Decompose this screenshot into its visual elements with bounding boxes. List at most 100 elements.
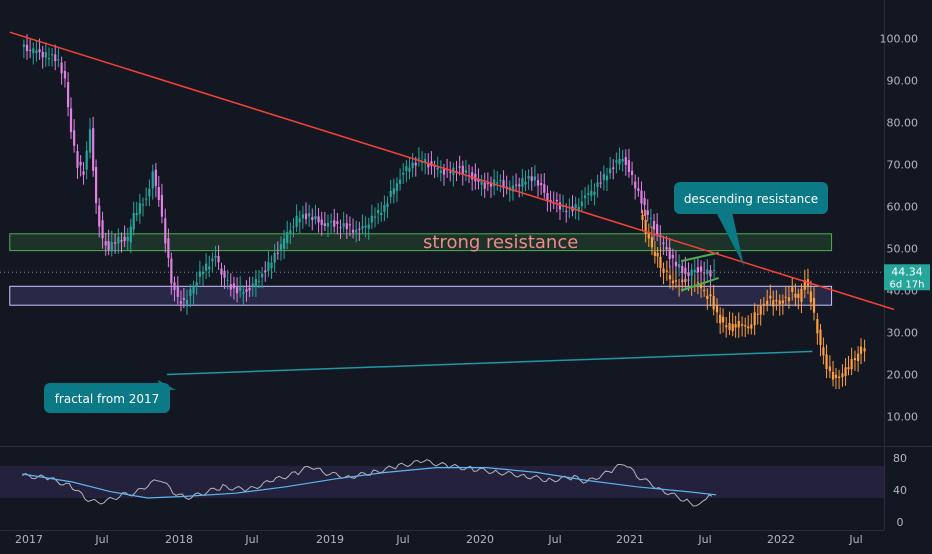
price-candle-candle xyxy=(530,176,533,182)
fractal-bar-candle xyxy=(731,323,734,332)
price-candle-candle xyxy=(141,204,145,206)
fractal-bar-candle xyxy=(747,326,750,329)
price-candle-candle xyxy=(703,272,706,274)
price-candle-candle xyxy=(22,44,25,47)
price-candle-candle xyxy=(164,218,167,244)
price-candle-candle xyxy=(261,273,264,278)
rsi-tick-label: 0 xyxy=(897,516,904,529)
fractal-bar-candle xyxy=(778,300,781,305)
price-candle-candle xyxy=(442,169,446,175)
price-candle-candle xyxy=(599,182,602,184)
support-zone xyxy=(9,285,833,306)
price-candle-candle xyxy=(555,199,558,202)
price-candle-candle xyxy=(132,213,135,230)
price-candle-candle xyxy=(41,51,44,58)
price-candle-candle xyxy=(44,52,47,58)
price-candle-candle xyxy=(226,279,229,281)
price-candle-candle xyxy=(627,160,631,172)
price-candle-candle xyxy=(668,247,671,260)
price-candle-candle xyxy=(411,162,414,168)
price-candle-candle xyxy=(424,159,427,164)
time-tick-label: 2017 xyxy=(15,533,43,546)
price-candle-candle xyxy=(377,209,380,214)
price-candle-candle xyxy=(336,221,339,224)
fractal-bar-candle xyxy=(859,346,863,354)
price-candle-candle xyxy=(295,215,298,227)
fractal-bar-candle xyxy=(762,303,765,305)
current-price-countdown: 6d 17h xyxy=(890,279,925,290)
fractal-trend-line xyxy=(166,350,813,376)
price-candle-candle xyxy=(709,270,712,277)
price-candle-candle xyxy=(339,227,342,229)
price-candle-candle xyxy=(373,216,377,218)
fractal-bar-candle xyxy=(737,320,740,328)
price-candle-candle xyxy=(185,299,189,307)
fractal-bar-candle xyxy=(844,367,847,377)
price-candle-candle xyxy=(29,49,32,51)
price-candle-candle xyxy=(79,161,82,166)
price-candle-candle xyxy=(527,176,530,179)
price-candle-candle xyxy=(662,242,665,244)
price-candle-candle xyxy=(257,281,261,283)
price-candle-candle xyxy=(286,232,289,244)
strong-resistance-zone xyxy=(9,233,833,252)
price-candle-candle xyxy=(687,272,690,276)
price-candle-candle xyxy=(267,261,270,271)
callout-descending-resistance-text: descending resistance xyxy=(684,192,818,206)
fractal-bar-candle xyxy=(797,293,800,298)
price-candle-candle xyxy=(333,220,336,227)
price-candle-candle xyxy=(301,214,304,219)
price-candle-candle xyxy=(646,210,649,215)
price-candle xyxy=(22,34,716,315)
fractal-bar-candle xyxy=(674,280,678,282)
callout-pointer xyxy=(716,212,744,266)
fractal-bar-candle xyxy=(659,256,662,268)
price-candle-candle xyxy=(674,261,678,267)
fractal-bar-candle xyxy=(741,324,744,326)
price-candle-candle xyxy=(439,170,442,173)
price-candle-candle xyxy=(609,168,612,174)
price-candle-candle xyxy=(92,128,95,171)
fractal-bar-candle xyxy=(800,288,803,302)
price-candle-candle xyxy=(298,218,301,223)
price-candle-candle xyxy=(630,170,634,176)
fractal-bar xyxy=(641,209,866,390)
fractal-bar-candle xyxy=(828,366,831,372)
price-candle-candle xyxy=(317,216,320,223)
price-candle-candle xyxy=(380,212,383,216)
price-candle-candle xyxy=(458,166,461,168)
time-tick-label: Jul xyxy=(848,533,862,546)
fractal-bar-candle xyxy=(644,219,647,234)
price-candle-candle xyxy=(502,180,505,189)
price-candle-candle xyxy=(402,172,405,175)
strong-resistance-label: strong resistance xyxy=(423,232,578,253)
fractal-bar-candle xyxy=(665,270,668,272)
price-candle-candle xyxy=(76,151,79,168)
time-tick-label: 2022 xyxy=(767,533,795,546)
rsi-tick-label: 80 xyxy=(893,452,907,465)
price-candle-candle xyxy=(270,263,273,269)
price-candle-candle xyxy=(32,48,35,54)
fractal-bar-candle xyxy=(647,233,650,239)
fractal-bar-candle xyxy=(677,285,681,287)
time-tick-label: Jul xyxy=(395,533,409,546)
price-candle-candle xyxy=(493,179,496,187)
fractal-bar-candle xyxy=(709,294,712,297)
price-candle-candle xyxy=(330,221,333,223)
fractal-bar-candle xyxy=(825,354,828,369)
triangle-upper-line xyxy=(680,251,719,263)
price-candle-candle xyxy=(652,220,656,230)
price-candle-candle xyxy=(254,279,257,288)
price-candle-candle xyxy=(558,202,562,210)
fractal-bar-candle xyxy=(831,371,835,380)
price-candle-candle xyxy=(618,158,621,165)
price-tick-label: 100.00 xyxy=(880,33,919,46)
price-candle-candle xyxy=(656,224,659,235)
price-candle-candle xyxy=(289,230,292,234)
price-candle-candle xyxy=(273,252,276,263)
price-candle-candle xyxy=(173,282,176,290)
fractal-bar-candle xyxy=(772,300,775,307)
price-candle-candle xyxy=(543,184,546,193)
price-candle-candle xyxy=(25,44,29,52)
